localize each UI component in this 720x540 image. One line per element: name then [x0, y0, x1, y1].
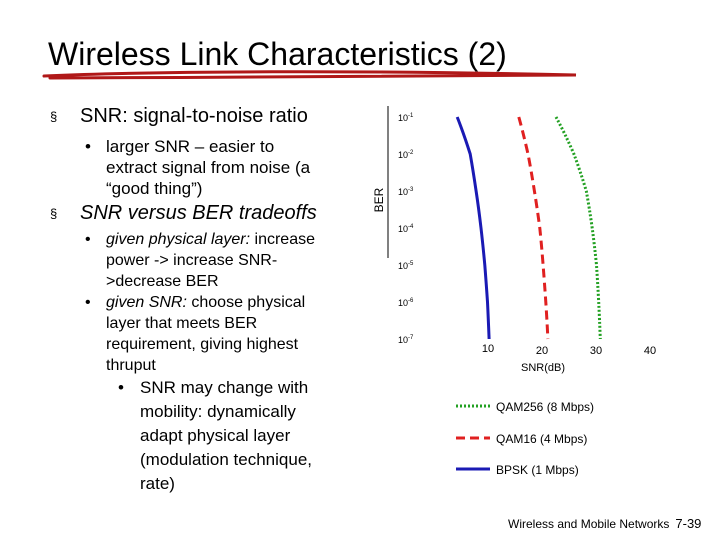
round-bullet-icon: •: [118, 378, 124, 397]
y-tick-label: 10-1: [398, 113, 414, 123]
square-bullet-icon: §: [50, 109, 58, 124]
bullet-text: SNR versus BER tradeoffs: [80, 202, 317, 224]
bullet-snr: § SNR: signal-to-noise ratio: [50, 104, 390, 128]
bullet-text: requirement, giving highest: [106, 336, 299, 353]
footer: Wireless and Mobile Networks 7-39: [508, 516, 701, 531]
y-axis-label: BER: [372, 187, 386, 212]
slide-title: Wireless Link Characteristics (2): [48, 36, 507, 72]
page-number: 7-39: [675, 516, 702, 531]
legend-label: QAM256 (8 Mbps): [496, 400, 594, 414]
y-tick-label: 10-3: [398, 187, 414, 197]
bullet-mobility: • SNR may change with mobility: dynamica…: [50, 376, 390, 496]
bullet-text: extract signal from noise (a: [106, 158, 311, 177]
bullet-text: choose physical: [186, 294, 306, 311]
bullet-tradeoffs: § SNR versus BER tradeoffs: [50, 201, 390, 225]
bullet-text: increase: [250, 231, 315, 248]
legend-label: BPSK (1 Mbps): [496, 463, 579, 477]
y-tick-label: 10-7: [398, 335, 414, 345]
y-tick-label: 10-5: [398, 261, 414, 271]
legend-label: QAM16 (4 Mbps): [496, 432, 587, 446]
y-tick-label: 10-2: [398, 150, 414, 160]
bullet-text: “good thing”): [106, 179, 203, 198]
bullet-text: SNR: signal-to-noise ratio: [80, 105, 308, 127]
square-bullet-icon: §: [50, 206, 58, 221]
footer-text: Wireless and Mobile Networks: [508, 517, 670, 531]
bullet-text: layer that meets BER: [106, 315, 258, 332]
bullet-text: thruput: [106, 357, 156, 374]
x-tick-label: 20: [536, 345, 548, 357]
round-bullet-icon: •: [85, 231, 91, 248]
bullet-text: (modulation technique,: [140, 450, 313, 469]
bullet-text: larger SNR – easier to: [106, 137, 275, 156]
bullet-text: adapt physical layer: [140, 426, 291, 445]
series-line: [554, 116, 602, 340]
bullet-list: § SNR: signal-to-noise ratio • larger SN…: [50, 104, 390, 496]
bullet-text: SNR may change with: [140, 378, 309, 397]
x-tick-label: 40: [644, 345, 656, 357]
bullet-physical-layer: • given physical layer: increase power -…: [50, 229, 390, 292]
x-axis-label: SNR(dB): [521, 362, 565, 374]
series-line: [455, 116, 491, 340]
bullet-text-italic: given SNR:: [106, 294, 187, 311]
x-tick-label: 10: [482, 343, 494, 355]
x-tick-label: 30: [590, 345, 602, 357]
bullet-text-italic: given physical layer:: [106, 231, 251, 248]
y-tick-label: 10-4: [398, 224, 414, 234]
round-bullet-icon: •: [85, 294, 91, 311]
title-underline: [42, 70, 577, 80]
round-bullet-icon: •: [85, 137, 91, 156]
y-tick-label: 10-6: [398, 298, 414, 308]
bullet-text: rate): [140, 474, 175, 493]
bullet-text: mobility: dynamically: [140, 402, 296, 421]
bullet-snr-sub: • larger SNR – easier to extract signal …: [50, 136, 390, 199]
bullet-text: >decrease BER: [106, 273, 219, 290]
bullet-given-snr: • given SNR: choose physical layer that …: [50, 292, 390, 376]
series-line: [517, 116, 550, 340]
bullet-text: power -> increase SNR-: [106, 252, 278, 269]
